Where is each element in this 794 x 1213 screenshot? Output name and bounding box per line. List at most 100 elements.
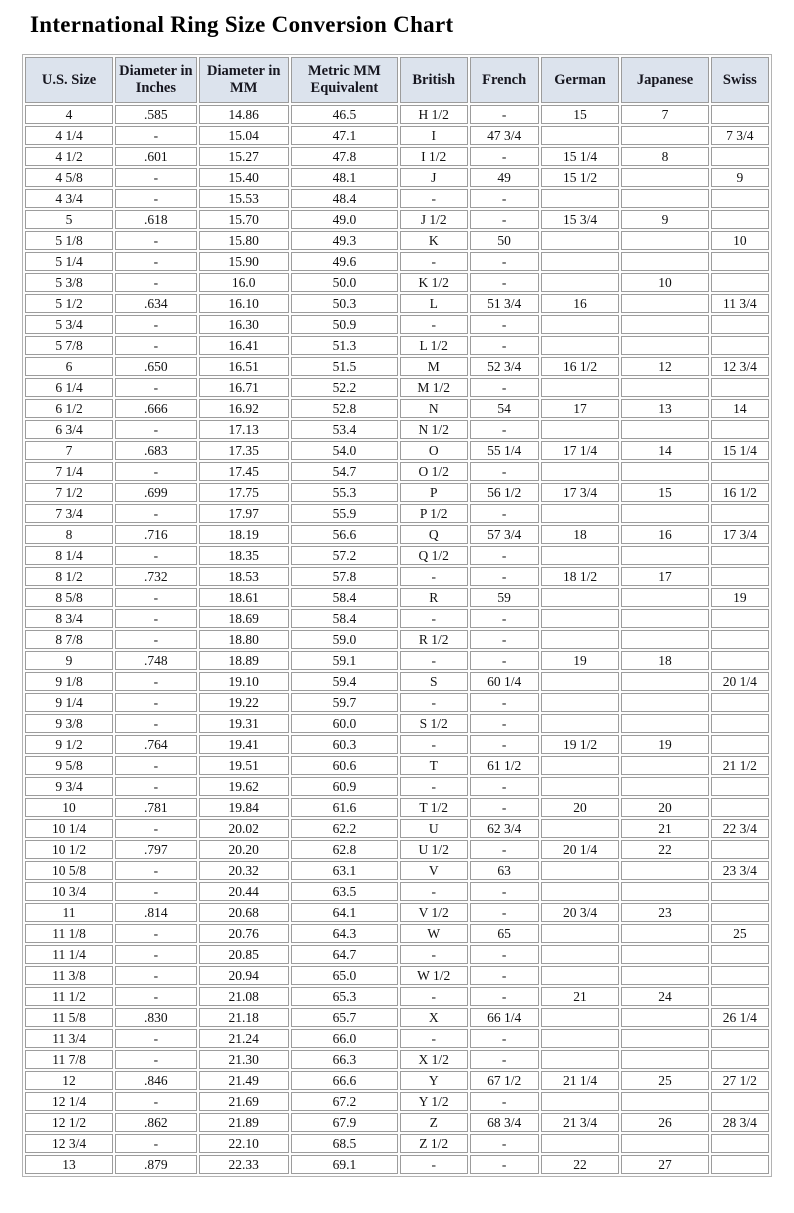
table-cell (540, 462, 620, 481)
table-cell (621, 672, 709, 691)
table-cell: 68.5 (290, 1134, 398, 1153)
table-cell: - (115, 420, 197, 439)
table-cell: P (399, 483, 468, 502)
table-cell: 20 (540, 798, 620, 817)
ring-size-table: U.S. Size Diameter in Inches Diameter in M… (22, 54, 772, 1177)
table-cell (710, 798, 769, 817)
table-cell: 14.86 (198, 105, 289, 124)
table-cell: 66.3 (290, 1050, 398, 1069)
table-cell: 59.1 (290, 651, 398, 670)
table-cell: 60.3 (290, 735, 398, 754)
table-cell: 20 (621, 798, 709, 817)
table-cell: - (469, 504, 539, 523)
table-cell: 25 (621, 1071, 709, 1090)
table-cell: - (469, 315, 539, 334)
table-cell: 21.89 (198, 1113, 289, 1132)
table-cell: Z 1/2 (399, 1134, 468, 1153)
column-header: German (540, 57, 620, 103)
table-cell (710, 273, 769, 292)
table-row: 13.879 22.33 69.1- -22 27 (25, 1155, 769, 1174)
table-cell: 15.53 (198, 189, 289, 208)
table-cell (621, 378, 709, 397)
table-cell: - (399, 609, 468, 628)
table-cell (540, 714, 620, 733)
table-cell: - (469, 840, 539, 859)
table-cell (710, 777, 769, 796)
table-cell (621, 546, 709, 565)
table-row: 9 1/8-19.10 59.4 S 60 1/4 20 1/4 (25, 672, 769, 691)
table-cell: 11 1/2 (25, 987, 114, 1006)
table-row: 9 3/4-19.62 60.9- - (25, 777, 769, 796)
table-cell: 47 3/4 (469, 126, 539, 145)
table-cell: 5 1/8 (25, 231, 114, 250)
table-row: 7 3/4-17.97 55.9 P 1/2- (25, 504, 769, 523)
table-cell: 63 (469, 861, 539, 880)
table-cell: O (399, 441, 468, 460)
table-cell: 9 (25, 651, 114, 670)
table-cell: 15 1/2 (540, 168, 620, 187)
table-cell (540, 336, 620, 355)
table-cell: 56.6 (290, 525, 398, 544)
table-cell (540, 126, 620, 145)
table-cell: 18.80 (198, 630, 289, 649)
table-cell (621, 315, 709, 334)
page-title: International Ring Size Conversion Chart (30, 12, 454, 37)
table-cell: 52.2 (290, 378, 398, 397)
table-cell: 15.27 (198, 147, 289, 166)
table-cell: W 1/2 (399, 966, 468, 985)
table-cell: 19.62 (198, 777, 289, 796)
table-cell: - (399, 651, 468, 670)
table-cell: - (469, 1092, 539, 1111)
table-cell: 20.20 (198, 840, 289, 859)
table-cell: - (469, 210, 539, 229)
table-row: 6.650 16.51 51.5 M 52 3/4 16 1/2 12 12 3/4 (25, 357, 769, 376)
table-cell: X (399, 1008, 468, 1027)
table-cell: 11 (25, 903, 114, 922)
table-row: 12.846 21.49 66.6 Y 67 1/2 21 1/4 25 27 1/2 (25, 1071, 769, 1090)
table-cell: 62.2 (290, 819, 398, 838)
table-cell (621, 693, 709, 712)
table-cell: - (115, 777, 197, 796)
table-cell (621, 126, 709, 145)
table-cell: 11 3/4 (710, 294, 769, 313)
table-cell: - (469, 987, 539, 1006)
table-cell: - (469, 735, 539, 754)
table-cell: 22 3/4 (710, 819, 769, 838)
table-cell: - (469, 189, 539, 208)
table-row: 4 1/2.601 15.27 47.8 I 1/2-15 1/4 8 (25, 147, 769, 166)
table-cell: 12 3/4 (710, 357, 769, 376)
table-cell: 14 (621, 441, 709, 460)
table-cell: 23 (621, 903, 709, 922)
table-cell: - (399, 252, 468, 271)
table-cell: 21.49 (198, 1071, 289, 1090)
table-cell: 22 (540, 1155, 620, 1174)
table-cell (621, 714, 709, 733)
table-cell: 64.3 (290, 924, 398, 943)
table-cell: 23 3/4 (710, 861, 769, 880)
table-cell (710, 336, 769, 355)
table-cell: 19 1/2 (540, 735, 620, 754)
table-cell: 19.10 (198, 672, 289, 691)
table-row: 9 5/8-19.51 60.6 T 61 1/2 21 1/2 (25, 756, 769, 775)
table-cell: I 1/2 (399, 147, 468, 166)
table-cell (710, 420, 769, 439)
table-cell: - (469, 462, 539, 481)
table-row: 10.781 19.84 61.6 T 1/2-20 20 (25, 798, 769, 817)
table-cell: T 1/2 (399, 798, 468, 817)
table-cell: Y (399, 1071, 468, 1090)
table-cell: - (115, 609, 197, 628)
table-cell: 10 1/2 (25, 840, 114, 859)
table-cell: 15.80 (198, 231, 289, 250)
table-cell: 5 3/8 (25, 273, 114, 292)
table-cell: - (469, 609, 539, 628)
table-cell: 55.3 (290, 483, 398, 502)
table-cell: - (469, 273, 539, 292)
table-cell: 57.2 (290, 546, 398, 565)
table-cell: 67.9 (290, 1113, 398, 1132)
table-cell (540, 882, 620, 901)
table-row: 4.585 14.86 46.5 H 1/2-15 7 (25, 105, 769, 124)
column-header: Metric MM Equivalent (290, 57, 398, 103)
table-cell: 16.30 (198, 315, 289, 334)
table-cell: 59.7 (290, 693, 398, 712)
